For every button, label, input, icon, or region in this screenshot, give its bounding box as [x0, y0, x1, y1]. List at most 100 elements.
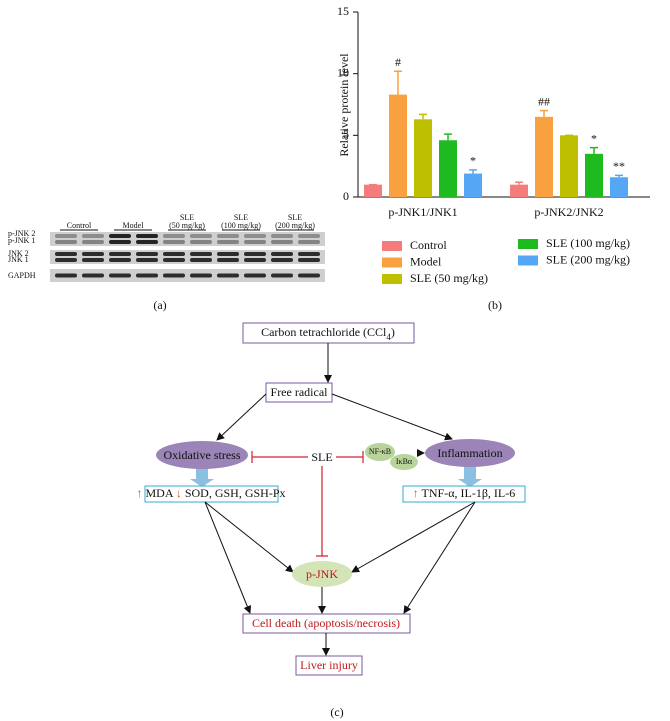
y-tick-label: 10: [337, 65, 349, 79]
blot-band: [298, 258, 320, 262]
error-bar: [444, 133, 452, 141]
blot-band: [217, 252, 239, 256]
node-label: SLE: [311, 450, 332, 464]
node-box: [295, 655, 363, 676]
significance-label: **: [613, 159, 625, 173]
arrow: [204, 501, 294, 573]
legend-swatch: [382, 257, 402, 268]
blot-band: [82, 273, 104, 278]
node-box: [144, 485, 279, 503]
significance-label: *: [591, 131, 597, 145]
y-tick-label: 0: [343, 189, 349, 203]
blot-band: [163, 258, 185, 262]
node-ellipse: [365, 443, 395, 461]
lane-label: (50 mg/kg): [169, 221, 205, 230]
legend-swatch: [382, 241, 402, 251]
blot-band: [109, 234, 131, 238]
blot-band: [190, 258, 212, 262]
blot-band: [244, 234, 266, 238]
row-label: p-JNK 2: [8, 229, 35, 238]
legend-swatch: [518, 239, 538, 249]
blot-band: [109, 273, 131, 278]
node-label: Inflammation: [437, 446, 502, 460]
legend-label: SLE (100 mg/kg): [546, 236, 630, 250]
blot-band: [55, 273, 77, 278]
blot-band: [55, 252, 77, 256]
blot-band: [244, 273, 266, 278]
blot-band: [136, 258, 158, 262]
blot-band: [271, 273, 293, 278]
bar: [610, 177, 628, 197]
node-ellipse: [390, 454, 418, 470]
legend-label: Control: [410, 238, 447, 252]
error-bar: [419, 113, 427, 120]
row-label: JNK 2: [8, 249, 29, 258]
bar-chart: 0 5 10 15 Relative protein level p-JNK1/JNK1 #…: [337, 4, 650, 285]
blot-band: [82, 252, 104, 256]
node-label: Oxidative stress: [164, 448, 241, 462]
blot-band: [55, 258, 77, 262]
lane-label: Control: [67, 221, 92, 230]
wide-arrow: [458, 467, 482, 487]
node-label: IκBα: [396, 457, 413, 466]
blot-band: [217, 240, 239, 244]
blot-band: [163, 273, 185, 278]
blot-band: [298, 252, 320, 256]
bar: [389, 94, 407, 197]
blot-band: [82, 240, 104, 244]
arrow: [331, 393, 453, 441]
blot-band: [298, 273, 320, 278]
blot-band: [190, 252, 212, 256]
lane-label: SLE: [288, 213, 302, 222]
blot-band: [163, 234, 185, 238]
panel-label: (b): [488, 298, 502, 312]
y-axis-label: Relative protein level: [337, 53, 351, 157]
panel-label: (c): [330, 705, 343, 719]
error-bar: [469, 169, 477, 174]
row-label: GAPDH: [8, 271, 36, 280]
blot-band: [271, 234, 293, 238]
blot-band: [136, 273, 158, 278]
bar: [414, 119, 432, 197]
blot-band: [271, 240, 293, 244]
blot-band: [271, 252, 293, 256]
blot-band: [244, 240, 266, 244]
bar: [585, 153, 603, 197]
bar: [364, 184, 382, 197]
node-label: Carbon tetrachloride (CCl4): [261, 325, 395, 342]
blot-band: [298, 234, 320, 238]
row-label: JNK 1: [8, 255, 29, 264]
blot-band: [82, 234, 104, 238]
lane-label: SLE: [234, 213, 248, 222]
error-bar: [394, 70, 402, 95]
legend-swatch: [518, 255, 538, 266]
inhibition: [251, 451, 308, 463]
node-box: [265, 382, 333, 403]
node-label: Free radical: [271, 385, 329, 399]
significance-label: *: [470, 154, 476, 168]
blot-band: [136, 234, 158, 238]
node-label: NF-κB: [369, 447, 391, 456]
arrow: [204, 501, 252, 614]
blot-band: [190, 234, 212, 238]
blot-band: [109, 252, 131, 256]
x-tick-label: p-JNK1/JNK1: [388, 205, 457, 219]
arrow: [403, 501, 476, 614]
blot-band: [55, 240, 77, 244]
blot-band: [217, 258, 239, 262]
blot-band: [55, 234, 77, 238]
blot-band: [190, 273, 212, 278]
blot-band: [298, 240, 320, 244]
legend-swatch: [382, 274, 402, 284]
node-box: [402, 485, 526, 503]
pathway-diagram: Carbon tetrachloride (CCl4) Free radical…: [136, 322, 526, 719]
error-bar: [540, 109, 548, 117]
node-ellipse: [425, 439, 515, 467]
inhibition: [316, 466, 328, 557]
lane-label: (100 mg/kg): [221, 221, 261, 230]
y-tick-label: 15: [337, 4, 349, 18]
blot-strip: [50, 269, 325, 282]
bar: [535, 116, 553, 197]
lane-label: (200 mg/kg): [275, 221, 315, 230]
